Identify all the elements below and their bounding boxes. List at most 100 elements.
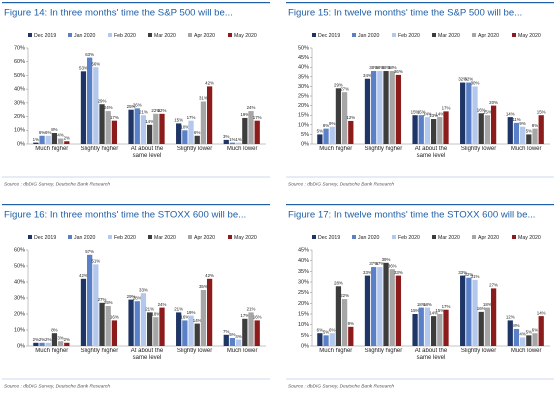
x-tick-label: Much higher bbox=[319, 146, 353, 152]
value-label: 9% bbox=[348, 321, 354, 326]
value-label: 2% bbox=[64, 337, 70, 342]
x-tick-label: Much higher bbox=[319, 348, 353, 354]
value-label: 2% bbox=[45, 337, 51, 342]
value-label: 8% bbox=[513, 323, 519, 328]
x-tick-label: Much lower bbox=[510, 146, 542, 152]
value-label: 27% bbox=[489, 283, 498, 288]
value-label: 22% bbox=[340, 293, 349, 298]
legend-label: Apr 2020 bbox=[194, 33, 215, 39]
value-label: 56% bbox=[91, 61, 100, 66]
value-label: 25% bbox=[104, 300, 113, 305]
x-tick-label: Slightly higher bbox=[80, 348, 119, 354]
bar bbox=[383, 71, 389, 144]
value-label: 38% bbox=[375, 65, 384, 70]
x-label-box: Much lower bbox=[510, 146, 542, 152]
bar bbox=[507, 320, 513, 346]
value-label: 14% bbox=[423, 111, 432, 116]
x-label-box: Much lower bbox=[227, 146, 258, 152]
value-label: 19% bbox=[187, 310, 196, 315]
legend-swatch bbox=[28, 235, 32, 239]
bar bbox=[111, 320, 118, 346]
legend-swatch bbox=[148, 235, 152, 239]
y-tick-label: 40% bbox=[14, 87, 25, 93]
legend-label: May 2020 bbox=[234, 33, 257, 39]
value-label: 15% bbox=[483, 109, 492, 114]
value-label: 17% bbox=[110, 115, 119, 120]
bar bbox=[472, 279, 478, 346]
value-label: 18% bbox=[423, 302, 432, 307]
value-label: 14% bbox=[435, 111, 444, 116]
value-label: 38% bbox=[388, 65, 397, 70]
y-tick-label: 20% bbox=[298, 103, 309, 109]
y-tick-label: 10% bbox=[14, 128, 25, 134]
bar bbox=[364, 275, 371, 346]
x-label-box: Slightly higher bbox=[365, 348, 403, 354]
bar bbox=[188, 315, 194, 346]
value-label: 8% bbox=[51, 327, 57, 332]
value-label: 42% bbox=[205, 81, 214, 86]
bar bbox=[134, 108, 140, 144]
x-label-box: Much higher bbox=[319, 146, 353, 152]
bar bbox=[80, 278, 87, 346]
bar bbox=[437, 314, 443, 346]
bar bbox=[182, 130, 188, 144]
bar bbox=[223, 139, 229, 144]
value-label: 4% bbox=[57, 133, 63, 138]
x-label-box: At about the same level bbox=[415, 146, 447, 159]
bar bbox=[364, 78, 371, 144]
value-label: 29% bbox=[334, 82, 343, 87]
x-tick-label: Slightly lower bbox=[460, 146, 497, 152]
y-tick-label: 10% bbox=[14, 327, 25, 333]
bar bbox=[223, 334, 229, 346]
bar bbox=[532, 333, 538, 346]
bar bbox=[153, 317, 159, 346]
value-label: 11% bbox=[512, 117, 521, 122]
value-label: 28% bbox=[334, 280, 343, 285]
bar bbox=[348, 120, 354, 144]
bar bbox=[33, 342, 39, 346]
legend-label: Apr 2020 bbox=[478, 33, 499, 39]
value-label: 33% bbox=[458, 270, 467, 275]
y-tick-label: 0% bbox=[301, 141, 309, 147]
legend-label: Jan 2020 bbox=[74, 235, 95, 241]
value-label: 33% bbox=[394, 270, 403, 275]
bar bbox=[51, 133, 58, 144]
value-label: 21% bbox=[247, 307, 256, 312]
bar bbox=[111, 120, 118, 144]
x-tick-label: At about the same level bbox=[414, 348, 448, 361]
bar bbox=[520, 337, 526, 346]
value-label: 31% bbox=[471, 274, 480, 279]
bar bbox=[526, 134, 532, 144]
value-label: 16% bbox=[477, 107, 486, 112]
bar bbox=[64, 141, 70, 144]
value-label: 10% bbox=[180, 124, 189, 129]
value-label: 27% bbox=[98, 297, 107, 302]
y-tick-label: 50% bbox=[298, 45, 309, 51]
x-tick-label: Slightly higher bbox=[364, 146, 403, 152]
value-label: 5% bbox=[526, 129, 532, 134]
chart-panel: Figure 17: In twelve months' time the ST… bbox=[286, 204, 554, 389]
legend-label: Jan 2020 bbox=[74, 33, 95, 39]
bar bbox=[513, 328, 520, 346]
bar bbox=[532, 128, 538, 144]
bar bbox=[341, 92, 348, 144]
legend-swatch bbox=[228, 33, 232, 37]
bar bbox=[254, 320, 260, 346]
legend-label: Mar 2020 bbox=[438, 33, 460, 39]
value-label: 17% bbox=[442, 304, 451, 309]
value-label: 4% bbox=[519, 332, 525, 337]
x-tick-label: Much higher bbox=[35, 348, 69, 354]
legend-label: Dec 2019 bbox=[318, 235, 340, 241]
x-label-box: Slightly lower bbox=[460, 146, 497, 152]
x-tick-label: Slightly lower bbox=[176, 146, 213, 152]
bar bbox=[526, 335, 532, 346]
value-label: 12% bbox=[506, 315, 515, 320]
bar bbox=[248, 312, 254, 346]
value-label: 39% bbox=[382, 257, 391, 262]
x-tick-label: Much higher bbox=[35, 146, 69, 152]
legend-label: Apr 2020 bbox=[194, 235, 215, 241]
bar bbox=[147, 312, 153, 346]
value-label: 33% bbox=[139, 287, 148, 292]
value-label: 12% bbox=[346, 115, 355, 120]
bar bbox=[335, 286, 342, 346]
